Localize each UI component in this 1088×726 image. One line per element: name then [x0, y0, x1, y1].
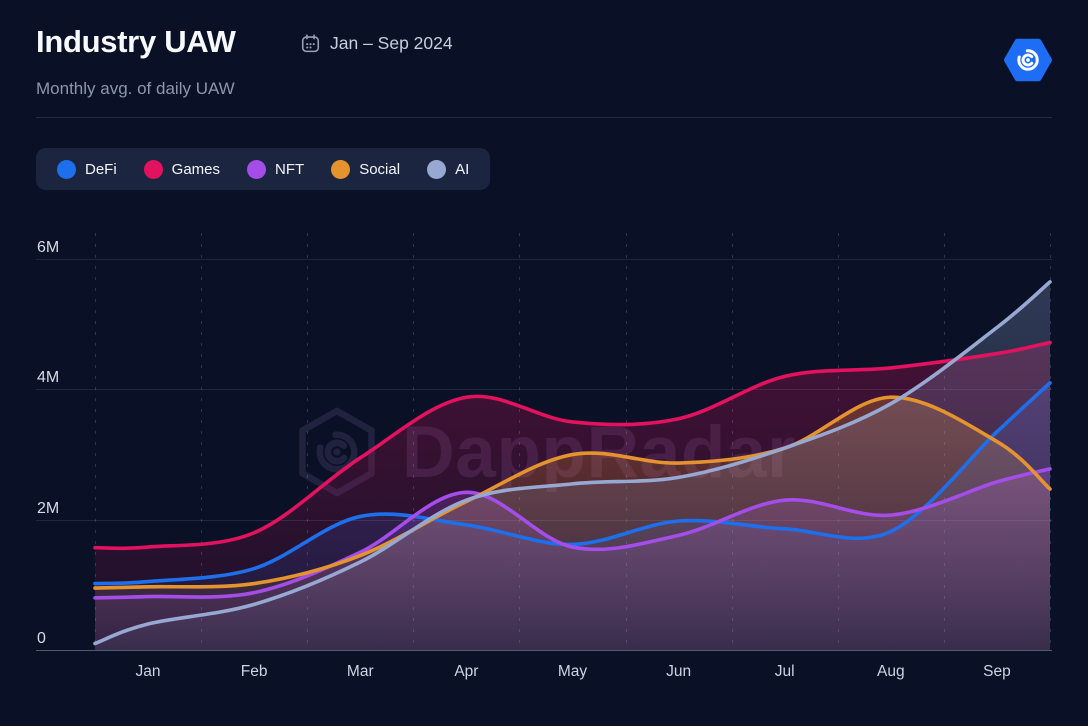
- y-axis-label-4m: 4M: [37, 369, 60, 387]
- x-axis-label-jun: Jun: [666, 663, 692, 680]
- x-axis-label-jul: Jul: [774, 663, 795, 680]
- legend-label-games: Games: [171, 160, 221, 178]
- chart-legend: DeFi Games NFT Social AI: [36, 148, 491, 190]
- legend-label-social: Social: [359, 160, 401, 178]
- legend-label-defi: DeFi: [85, 160, 117, 178]
- y-axis-label-6m: 6M: [37, 239, 60, 257]
- x-axis-label-aug: Aug: [877, 663, 905, 680]
- x-axis-label-jan: Jan: [135, 663, 161, 680]
- legend-label-ai: AI: [455, 160, 470, 178]
- y-axis-label-0: 0: [37, 630, 46, 647]
- legend-swatch-nft: [247, 159, 267, 179]
- legend-item-nft[interactable]: NFT: [247, 159, 305, 179]
- date-range: Jan – Sep 2024: [300, 33, 453, 54]
- legend-swatch-games: [143, 159, 163, 179]
- legend-item-defi[interactable]: DeFi: [57, 159, 117, 179]
- y-axis-label-2m: 2M: [37, 499, 60, 517]
- series-line-social[interactable]: [93, 395, 1052, 590]
- series-line-nft[interactable]: [93, 467, 1052, 600]
- legend-item-ai[interactable]: AI: [427, 159, 470, 179]
- legend-swatch-social: [331, 159, 351, 179]
- x-axis-label-feb: Feb: [240, 663, 268, 680]
- x-axis-label-may: May: [557, 663, 588, 680]
- legend-label-nft: NFT: [275, 160, 305, 178]
- legend-swatch-ai: [427, 159, 447, 179]
- legend-item-social[interactable]: Social: [331, 159, 401, 179]
- x-axis-label-sep: Sep: [983, 663, 1011, 680]
- x-axis-label-apr: Apr: [454, 663, 479, 680]
- calendar-icon: [301, 34, 320, 53]
- header-divider: [36, 117, 1052, 118]
- chart-subtitle: Monthly avg. of daily UAW: [36, 79, 235, 98]
- dappradar-logo-icon: [1004, 38, 1052, 82]
- series-line-ai[interactable]: [93, 280, 1052, 646]
- series-line-games[interactable]: [93, 340, 1052, 551]
- legend-item-games[interactable]: Games: [143, 159, 221, 179]
- page-title: Industry UAW: [36, 24, 236, 59]
- date-range-text: Jan – Sep 2024: [330, 33, 453, 53]
- legend-swatch-defi: [57, 159, 76, 179]
- x-axis-label-mar: Mar: [346, 663, 374, 680]
- series-area-ai: [95, 281, 1050, 650]
